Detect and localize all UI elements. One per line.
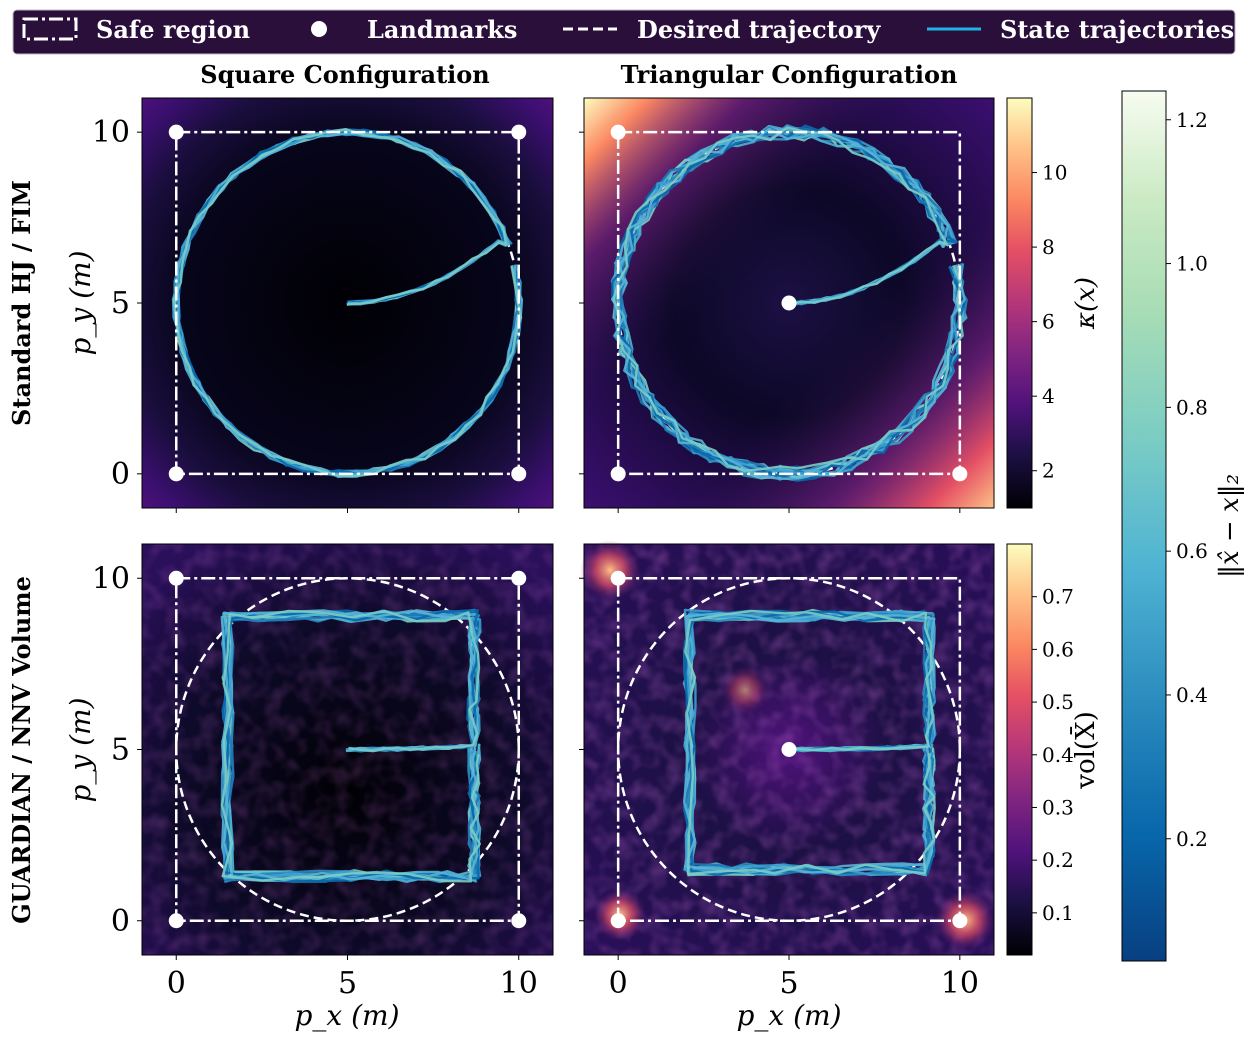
column-title-square: Square Configuration [200, 60, 489, 89]
landmark [511, 466, 527, 482]
colorbar-tick-label: 0.4 [1176, 683, 1208, 707]
landmark [781, 295, 797, 311]
colorbar-tick-label: 0.8 [1176, 395, 1208, 419]
colorbar-tick-label: 0.1 [1042, 901, 1074, 925]
legend-item-state-trajectories: State trajectories [927, 15, 1234, 44]
legend-box [12, 9, 1236, 55]
row-label-standard: Standard HJ / FIM [7, 180, 36, 426]
landmark [168, 466, 184, 482]
colorbar-vol-label: vol(X̄) [1069, 711, 1101, 789]
safe-region-icon [22, 17, 78, 41]
x-tick-label: 0 [609, 966, 628, 1001]
safe-region [616, 577, 962, 922]
colorbar-vol-gradient [1006, 543, 1033, 956]
legend-label-desired-trajectory: Desired trajectory [637, 15, 881, 44]
landmark [952, 913, 968, 929]
colorbar-tick-label: 1.2 [1176, 108, 1208, 132]
colorbar-kappa: 2 4 6 8 10 κ(x) [1006, 97, 1101, 509]
landmark [610, 124, 626, 140]
column-title-triangular: Triangular Configuration [621, 60, 958, 89]
legend-item-desired-trajectory: Desired trajectory [563, 15, 881, 44]
panel-guardian-triangular: 0 5 10 [579, 540, 995, 1001]
colorbar-tick-label: 10 [1042, 161, 1067, 185]
landmark [511, 124, 527, 140]
y-tick-label: 0 [111, 457, 130, 492]
panel-standard-square: 0 5 10 [92, 97, 554, 513]
landmark [168, 913, 184, 929]
state-trajectory [684, 609, 936, 876]
colorbar-error-label: ‖x̂ − x‖₂ [1215, 474, 1245, 578]
safe-region [175, 130, 520, 476]
x-tick-label: 5 [779, 966, 798, 1001]
landmark [168, 124, 184, 140]
panel-guardian-square: 0 5 10 0 5 10 [92, 543, 554, 1001]
colorbar-tick-label: 0.7 [1042, 585, 1074, 609]
x-tick-label: 5 [338, 966, 357, 1001]
landmark-marker-icon [311, 21, 327, 37]
xlabel-left: p_x (m) [294, 999, 399, 1032]
colorbar-tick-label: 0.2 [1042, 848, 1074, 872]
colorbar-kappa-label: κ(x) [1071, 277, 1101, 330]
y-tick-label: 0 [111, 904, 130, 939]
colorbar-vol: 0.1 0.2 0.3 0.4 0.5 0.6 0.7 vol(X̄) [1006, 543, 1101, 956]
state-trajectory [172, 127, 522, 478]
colorbar-error: 0.2 0.4 0.6 0.8 1.0 1.2 ‖x̂ − x‖₂ [1121, 90, 1245, 962]
legend-label-safe-region: Safe region [96, 15, 250, 44]
hotspot-top-left [580, 540, 640, 600]
y-tick-label: 10 [92, 561, 130, 596]
state-trajectory [611, 124, 967, 482]
legend-label-state-trajectories: State trajectories [1000, 15, 1234, 44]
state-trajectory [220, 609, 481, 883]
landmark [511, 570, 527, 586]
legend-item-landmarks: Landmarks [311, 15, 517, 44]
colorbar-tick-label: 6 [1042, 310, 1055, 334]
colorbar-tick-label: 0.2 [1176, 827, 1208, 851]
legend: Safe region Landmarks Desired trajectory… [12, 9, 1236, 55]
y-tick-label: 10 [92, 115, 130, 150]
x-tick-label: 10 [500, 966, 538, 1001]
panel-standard-triangular [579, 97, 995, 513]
ylabel-bottom: p_y (m) [64, 697, 97, 802]
colorbar-tick-label: 0.3 [1042, 795, 1074, 819]
y-tick-label: 5 [111, 286, 130, 321]
x-tick-label: 10 [941, 966, 979, 1001]
landmark [952, 466, 968, 482]
landmark [610, 913, 626, 929]
ylabel-top: p_y (m) [64, 250, 97, 355]
colorbar-tick-label: 0.6 [1176, 539, 1208, 563]
colorbar-tick-label: 4 [1042, 384, 1055, 408]
xlabel-right: p_x (m) [736, 999, 841, 1032]
colorbar-tick-label: 0.4 [1042, 743, 1074, 767]
landmark [781, 742, 797, 757]
state-trajectory [612, 126, 964, 472]
hotspot-center [721, 666, 769, 714]
colorbar-tick-label: 8 [1042, 235, 1055, 259]
landmark [610, 466, 626, 482]
colorbar-tick-label: 2 [1042, 459, 1055, 483]
landmark [168, 570, 184, 586]
colorbar-error-gradient [1121, 90, 1167, 962]
safe-region [616, 130, 962, 476]
safe-region [175, 577, 520, 922]
colorbar-tick-label: 1.0 [1176, 252, 1208, 276]
legend-item-safe-region: Safe region [22, 15, 250, 44]
y-tick-label: 5 [111, 733, 130, 768]
colorbar-kappa-gradient [1006, 97, 1033, 509]
row-label-guardian: GUARDIAN / NNV Volume [7, 576, 36, 924]
legend-label-landmarks: Landmarks [367, 15, 517, 44]
landmark [610, 570, 626, 586]
x-tick-label: 0 [167, 966, 186, 1001]
colorbar-tick-label: 0.5 [1042, 690, 1074, 714]
colorbar-tick-label: 0.6 [1042, 637, 1074, 661]
landmark [511, 913, 527, 929]
